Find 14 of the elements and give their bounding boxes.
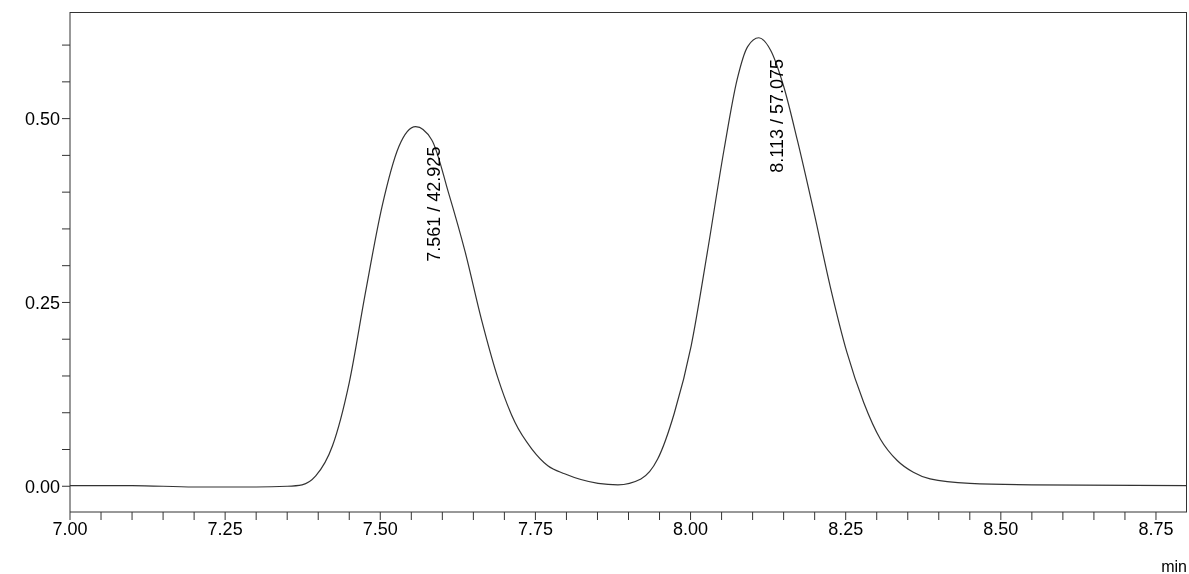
x-tick-label: 8.50 — [983, 518, 1019, 539]
y-tick-label: 0.25 — [24, 292, 60, 313]
y-tick-label: 0.00 — [24, 476, 60, 497]
y-tick-label: 0.50 — [24, 109, 60, 130]
annotation: 7.561 / 42.925 — [424, 146, 445, 262]
x-tick-label: 7.25 — [207, 518, 243, 539]
x-tick-label: 7.75 — [517, 518, 553, 539]
x-tick-label: 8.00 — [673, 518, 709, 539]
x-tick-label: 8.25 — [828, 518, 864, 539]
annotation: 8.113 / 57.075 — [766, 58, 787, 173]
x-tick-label: 7.50 — [362, 518, 398, 539]
x-tick-label: 7.00 — [52, 518, 88, 539]
x-tick-label: 8.75 — [1138, 518, 1174, 539]
x-axis-title: min — [1161, 558, 1187, 574]
